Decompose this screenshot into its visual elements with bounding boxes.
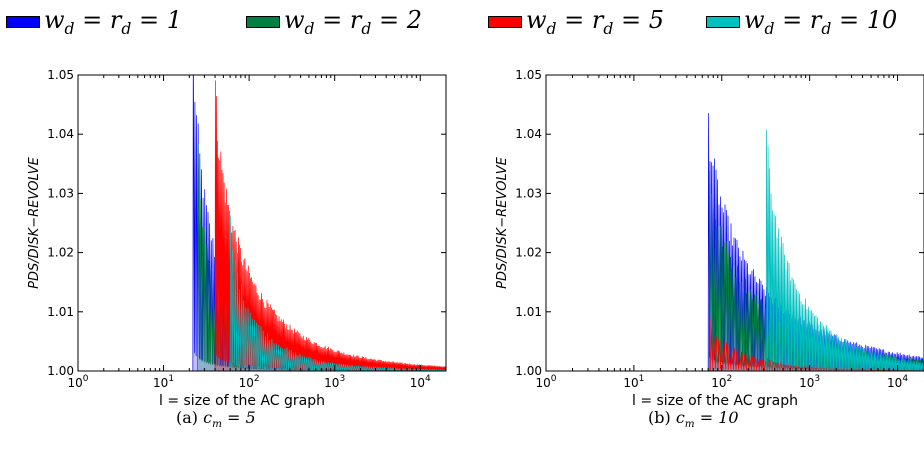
y-tick-label: 1.01 xyxy=(47,305,74,319)
y-tick-label: 1.05 xyxy=(47,68,74,82)
y-tick-label: 1.04 xyxy=(515,127,542,141)
legend-item: wd = rd = 10 xyxy=(706,6,897,38)
legend: wd = rd = 1 wd = rd = 2 wd = rd = 5 wd = rd… xyxy=(0,0,924,44)
chart-panel-a: 1.00 1.01 1.02 1.03 1.04 1.05 100 101 102 103 104 l… xyxy=(27,68,447,409)
x-tick-label: 102 xyxy=(711,374,732,390)
y-axis-label: PDS/DISK−REVOLVE xyxy=(495,156,510,289)
legend-swatch xyxy=(246,16,280,28)
y-tick-label: 1.02 xyxy=(515,246,542,260)
x-tick-label: 103 xyxy=(324,374,345,390)
series-line xyxy=(229,215,446,371)
plot-frame xyxy=(77,74,447,372)
y-tick-label: 1.00 xyxy=(47,364,74,378)
y-tick-label: 1.02 xyxy=(47,246,74,260)
legend-swatch xyxy=(488,16,522,28)
x-tick-label: 101 xyxy=(623,374,644,390)
legend-swatch xyxy=(6,16,40,28)
chart-panel-b: 1.00 1.01 1.02 1.03 1.04 1.05 100 101 102 103 104 l… xyxy=(495,68,924,409)
legend-label: wd = rd = 5 xyxy=(526,6,664,38)
y-tick-label: 1.03 xyxy=(515,186,542,200)
legend-label: wd = rd = 1 xyxy=(44,6,182,38)
series-area xyxy=(766,129,924,371)
x-axis-label: l = size of the AC graph xyxy=(159,393,325,409)
plot-frame xyxy=(545,74,924,372)
y-tick-label: 1.03 xyxy=(47,186,74,200)
y-axis-label: PDS/DISK−REVOLVE xyxy=(27,156,42,289)
x-tick-label: 101 xyxy=(153,374,174,390)
x-tick-label: 103 xyxy=(799,374,820,390)
caption-b: (b) cm = 10 xyxy=(648,408,739,431)
y-tick-label: 1.01 xyxy=(515,305,542,319)
x-tick-label: 100 xyxy=(535,374,556,390)
legend-label: wd = rd = 2 xyxy=(284,6,422,38)
x-tick-label: 104 xyxy=(887,374,908,390)
legend-item: wd = rd = 5 xyxy=(488,6,664,38)
x-tick-label: 104 xyxy=(410,374,431,390)
series-area xyxy=(710,318,924,371)
series-line xyxy=(765,129,924,371)
x-tick-label: 102 xyxy=(239,374,260,390)
y-tick-label: 1.05 xyxy=(515,68,542,82)
legend-item: wd = rd = 1 xyxy=(6,6,182,38)
legend-label: wd = rd = 10 xyxy=(744,6,898,38)
y-tick-label: 1.00 xyxy=(515,364,542,378)
legend-item: wd = rd = 2 xyxy=(246,6,422,38)
legend-swatch xyxy=(706,16,740,28)
caption-a: (a) cm = 5 xyxy=(176,408,256,431)
series-area xyxy=(709,170,924,371)
x-tick-label: 100 xyxy=(67,374,88,390)
y-tick-label: 1.04 xyxy=(47,127,74,141)
x-axis-label: l = size of the AC graph xyxy=(632,393,798,409)
